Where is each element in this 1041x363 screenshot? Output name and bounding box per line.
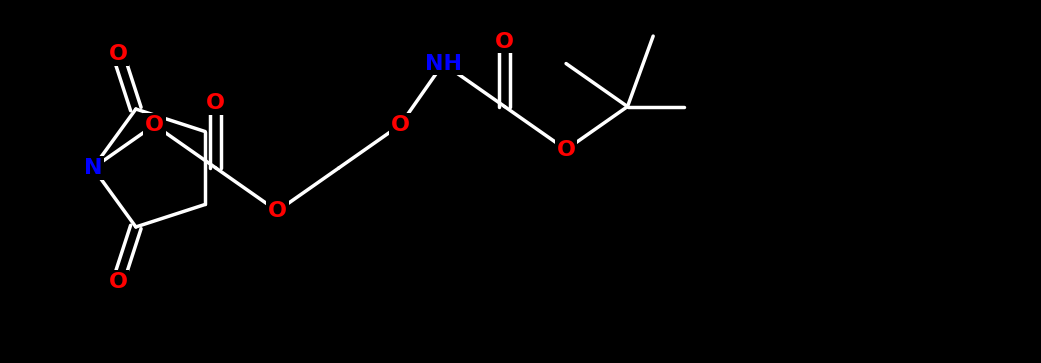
Text: N: N bbox=[83, 158, 102, 178]
Text: O: O bbox=[108, 272, 127, 292]
Text: O: O bbox=[268, 201, 287, 221]
Text: O: O bbox=[557, 140, 576, 160]
Text: O: O bbox=[206, 93, 225, 113]
Text: O: O bbox=[390, 115, 410, 135]
Text: O: O bbox=[145, 115, 163, 135]
Text: O: O bbox=[108, 44, 127, 64]
Text: O: O bbox=[496, 32, 514, 52]
Text: NH: NH bbox=[425, 54, 462, 74]
